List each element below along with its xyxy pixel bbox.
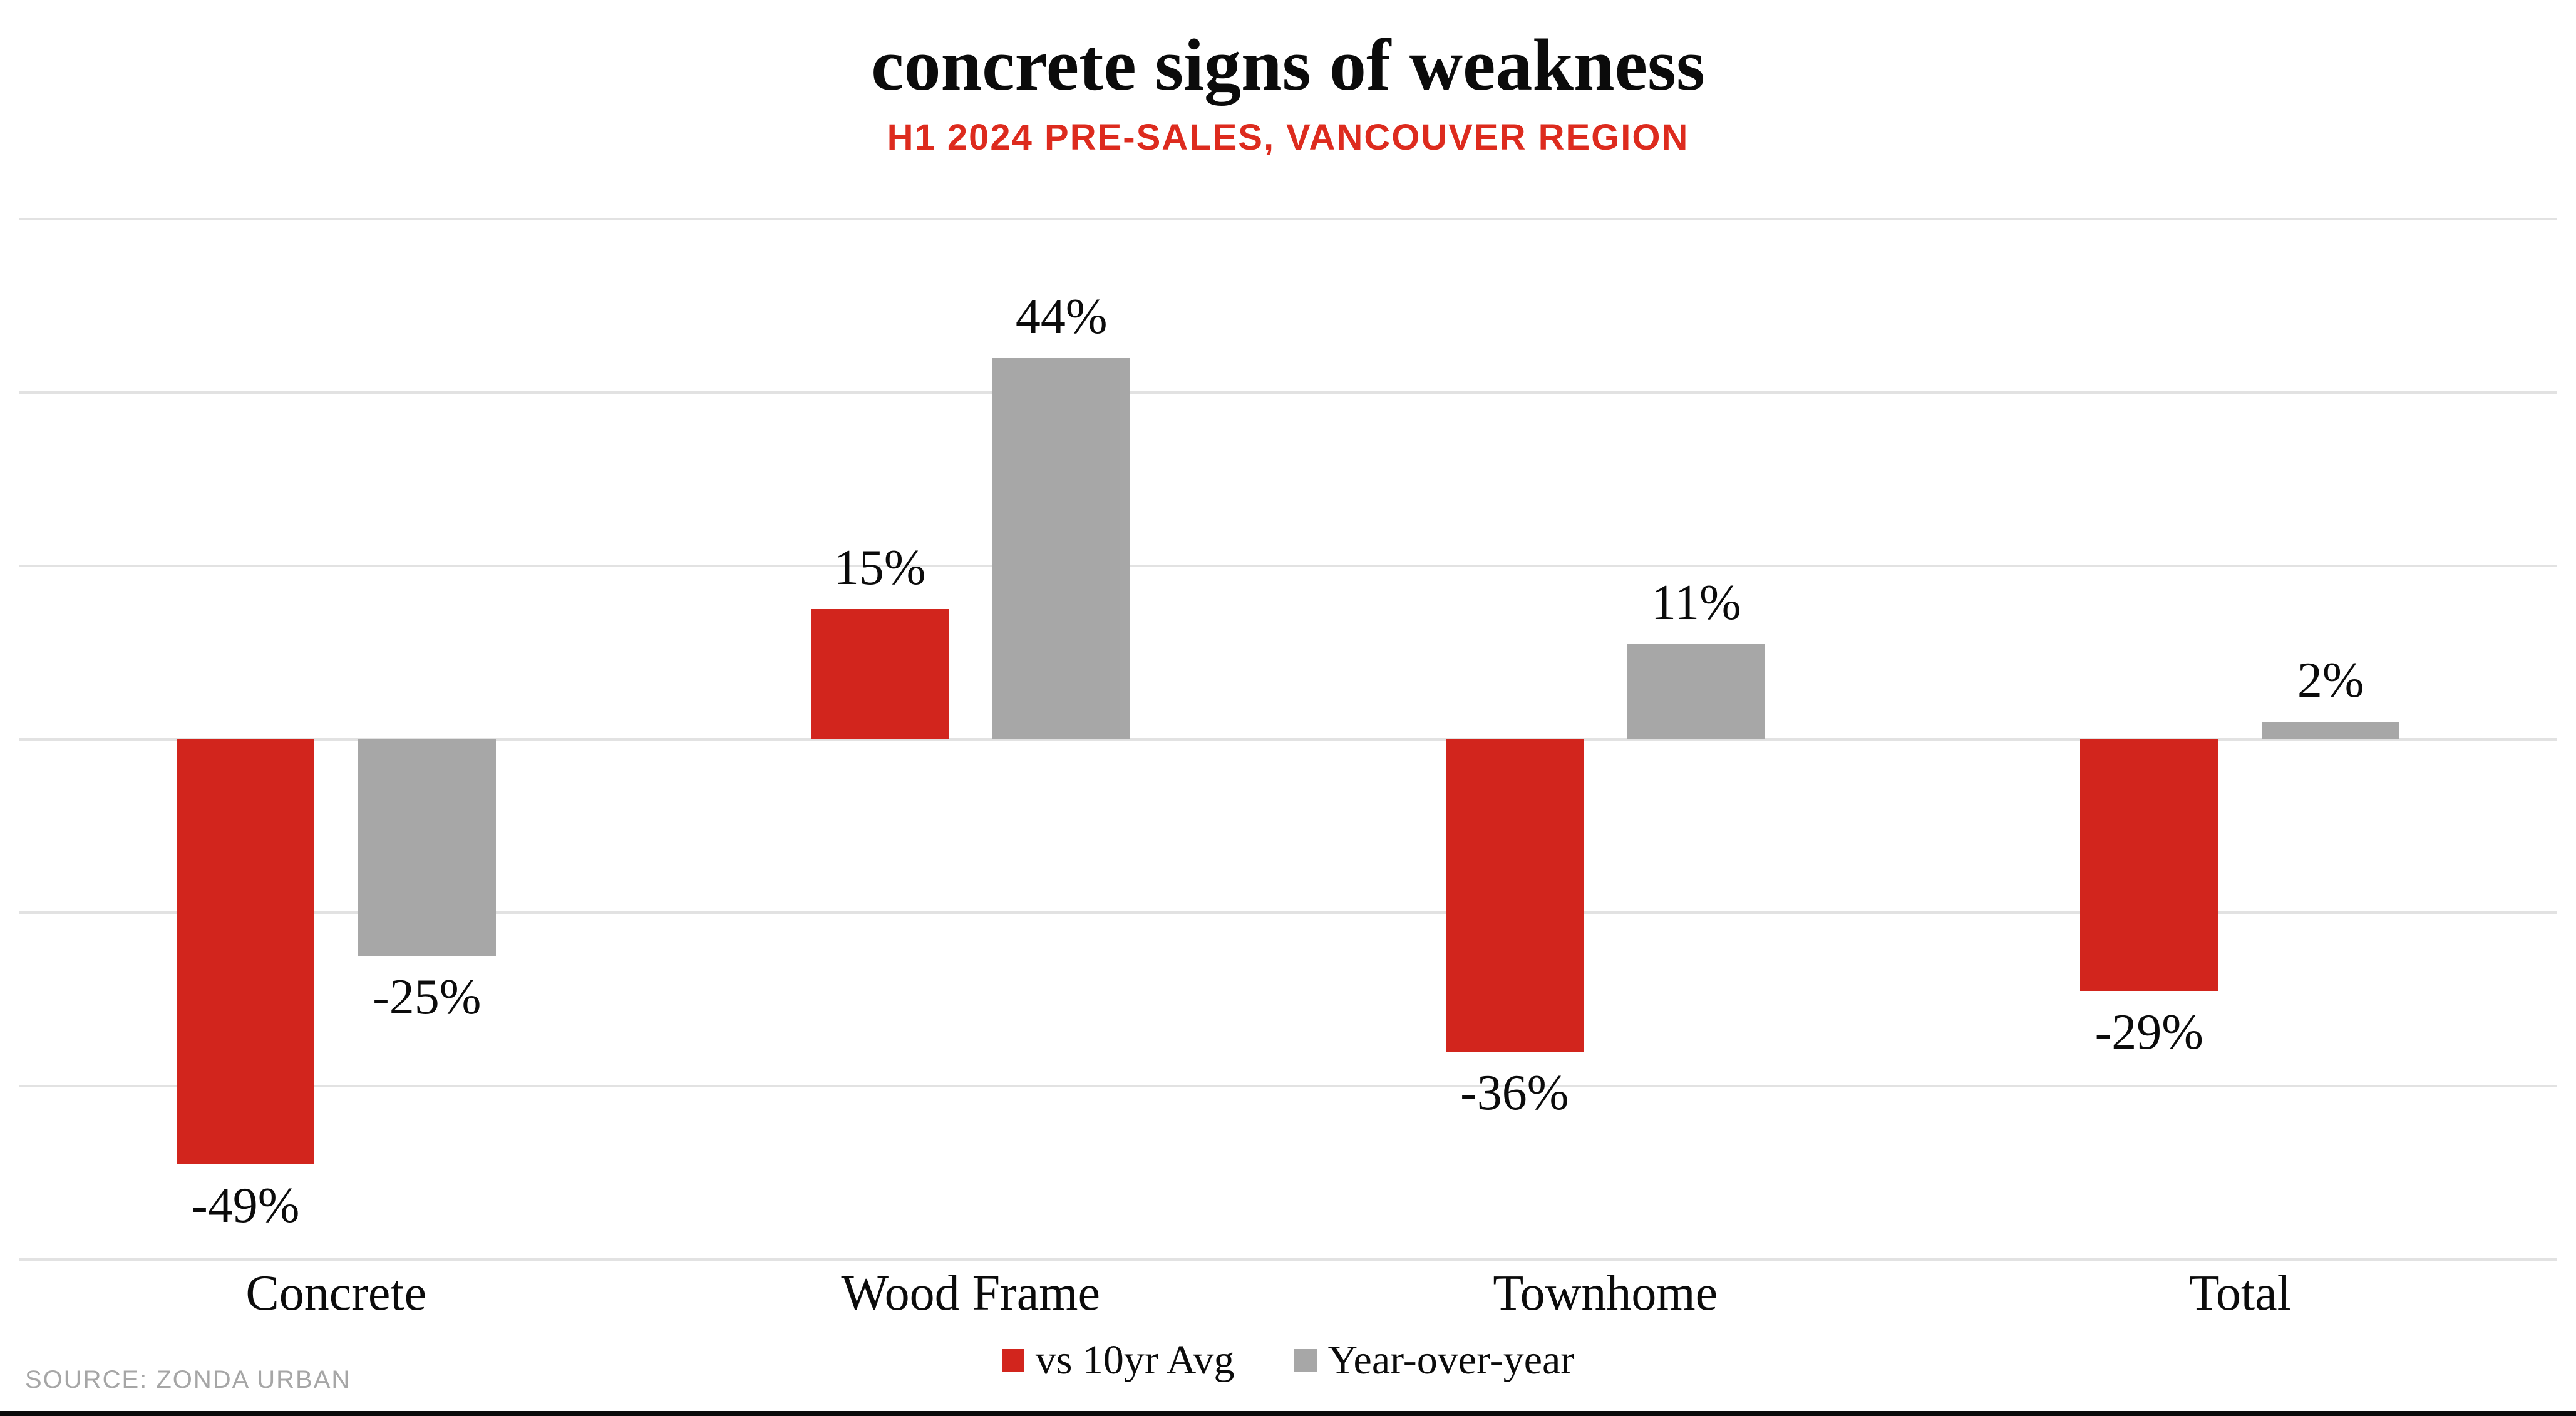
legend-item-year-over-year: Year-over-year (1294, 1337, 1575, 1383)
bar-townhome-year-over-year (1627, 644, 1765, 739)
legend-item-vs-10yr-avg: vs 10yr Avg (1001, 1337, 1235, 1383)
chart-header: concrete signs of weakness H1 2024 PRE-S… (0, 23, 2576, 157)
value-label-concrete-vs-10yr-avg: -49% (191, 1177, 300, 1233)
bar-total-year-over-year (2262, 722, 2400, 739)
legend-swatch-year-over-year (1294, 1349, 1317, 1372)
value-label-townhome-vs-10yr-avg: -36% (1460, 1065, 1569, 1121)
bar-townhome-vs-10yr-avg (1445, 739, 1584, 1052)
value-label-wood-frame-year-over-year: 44% (1015, 289, 1108, 344)
category-label-wood-frame: Wood Frame (841, 1266, 1100, 1321)
category-label-concrete: Concrete (245, 1266, 427, 1321)
bar-wood-frame-vs-10yr-avg (811, 609, 949, 739)
bar-concrete-vs-10yr-avg (176, 739, 314, 1164)
bottom-rule (0, 1411, 2576, 1416)
gridline--20 (19, 911, 2557, 914)
chart-subtitle: H1 2024 PRE-SALES, VANCOUVER REGION (887, 116, 1689, 158)
bar-concrete-year-over-year (358, 739, 496, 957)
legend-label-vs-10yr-avg: vs 10yr Avg (1035, 1337, 1235, 1383)
gridline-40 (19, 391, 2557, 394)
source-note: SOURCE: ZONDA URBAN (25, 1366, 351, 1393)
bar-wood-frame-year-over-year (992, 357, 1131, 739)
value-label-wood-frame-vs-10yr-avg: 15% (833, 540, 926, 596)
chart-title: concrete signs of weakness (871, 24, 1705, 106)
gridline-0 (19, 738, 2557, 741)
category-label-townhome: Townhome (1493, 1266, 1718, 1321)
value-label-total-vs-10yr-avg: -29% (2094, 1004, 2203, 1060)
category-axis: Concrete Wood Frame Townhome Total (19, 1268, 2557, 1325)
gridline--60 (19, 1258, 2557, 1261)
value-label-total-year-over-year: 2% (2297, 653, 2364, 709)
bar-total-vs-10yr-avg (2080, 739, 2218, 991)
plot-area: -49% -25% 15% 44% -36% 11% -29% 2% (19, 218, 2557, 1261)
value-label-concrete-year-over-year: -25% (373, 970, 482, 1025)
legend-swatch-vs-10yr-avg (1001, 1349, 1024, 1372)
value-label-townhome-year-over-year: 11% (1651, 575, 1741, 630)
category-label-total: Total (2188, 1266, 2291, 1321)
gridline--40 (19, 1085, 2557, 1087)
gridline-20 (19, 565, 2557, 567)
legend: vs 10yr Avg Year-over-year (0, 1340, 2576, 1381)
legend-label-year-over-year: Year-over-year (1327, 1337, 1575, 1383)
gridline-60 (19, 218, 2557, 220)
